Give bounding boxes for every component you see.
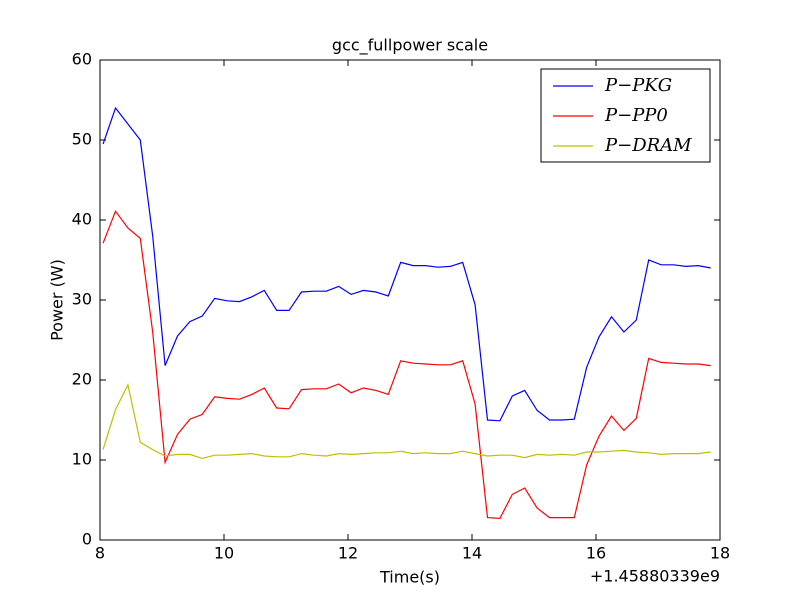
legend: P−PKG P−PP0 P−DRAM <box>540 68 711 163</box>
y-tick-label: 30 <box>72 290 92 309</box>
series-line <box>102 209 711 520</box>
x-tick-label: 18 <box>710 544 730 563</box>
series-line <box>102 106 711 422</box>
x-offset: +1.45880339e9 <box>590 567 720 586</box>
chart-title: gcc_fullpower scale <box>332 36 488 56</box>
x-tick-label: 12 <box>338 544 358 563</box>
legend-label: P−PKG <box>604 75 672 96</box>
series-line <box>102 383 711 460</box>
y-tick-label: 10 <box>72 450 92 469</box>
y-tick-label: 0 <box>82 530 92 549</box>
x-tick-label: 16 <box>586 544 606 563</box>
x-axis-label: Time(s) <box>379 568 440 587</box>
x-tick-label: 8 <box>95 544 105 563</box>
legend-label: P−DRAM <box>604 135 692 156</box>
legend-label: P−PP0 <box>604 105 668 126</box>
y-tick-label: 20 <box>72 370 92 389</box>
y-tick-label: 60 <box>72 50 92 69</box>
y-tick-label: 40 <box>72 210 92 229</box>
y-tick-label: 50 <box>72 130 92 149</box>
x-tick-label: 14 <box>462 544 482 563</box>
plot-frame <box>99 59 721 541</box>
x-tick-label: 10 <box>214 544 234 563</box>
y-axis-label: Power (W) <box>48 259 67 341</box>
